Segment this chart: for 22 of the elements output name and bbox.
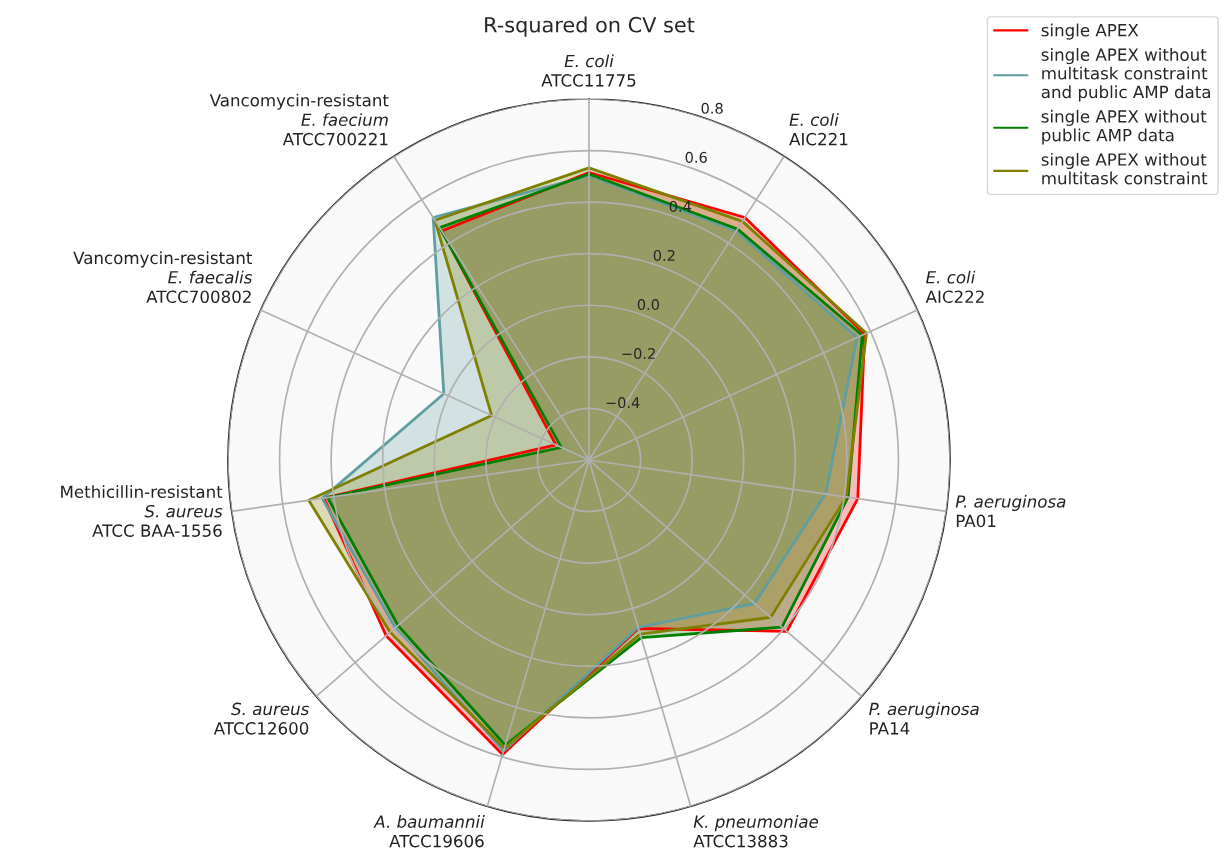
spoke-label: K. pneumoniae ATCC13883 <box>693 815 819 848</box>
y-tick-label: −0.2 <box>622 348 655 360</box>
spoke-label: Vancomycin-resistant E. faecium ATCC700221 <box>209 93 389 146</box>
spoke-label: E. coli AIC221 <box>789 113 848 146</box>
spoke-label: P. aeruginosa PA14 <box>869 702 979 735</box>
spoke-label: E. coli AIC222 <box>925 270 984 304</box>
spoke-label: E. coli ATCC11775 <box>541 54 636 87</box>
spoke-label: S. aureus ATCC12600 <box>213 702 309 735</box>
legend-label: single APEX without multitask constraint and public AMP data <box>1041 48 1211 102</box>
legend-label: single APEX <box>1041 23 1139 40</box>
spoke-label: A. baumannii ATCC19606 <box>373 815 485 848</box>
y-tick-label: 0.2 <box>653 249 675 261</box>
y-tick-label: 0.6 <box>685 151 707 163</box>
spoke-label: P. aeruginosa PA01 <box>955 494 1066 528</box>
y-tick-label: 0.0 <box>637 298 660 311</box>
y-tick-label: 0.8 <box>701 102 723 114</box>
spoke-label: Methicillin-resistant S. aureus ATCC BAA-1556 <box>61 485 223 537</box>
y-tick-label: 0.4 <box>669 200 692 212</box>
chart-title: R-squared on CV set <box>485 16 695 37</box>
legend-label: single APEX without public AMP data <box>1041 109 1207 145</box>
legend-label: single APEX without multitask constraint <box>1041 152 1208 185</box>
spoke-label: Vancomycin-resistant E. faecalis ATCC700802 <box>73 251 253 304</box>
